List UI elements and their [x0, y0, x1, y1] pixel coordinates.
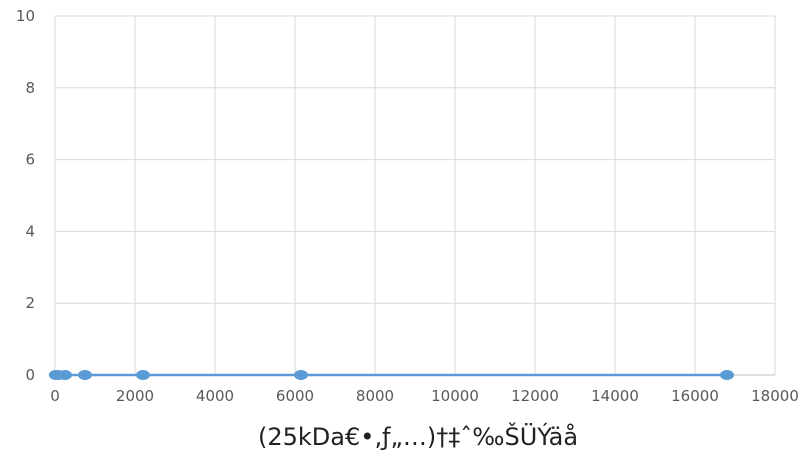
y-tick-label: 8 — [25, 79, 35, 97]
x-tick-label: 8000 — [356, 387, 394, 405]
y-tick-label: 10 — [16, 7, 35, 25]
x-tick-label: 16000 — [671, 387, 719, 405]
data-series — [48, 370, 734, 380]
x-tick-label: 12000 — [511, 387, 559, 405]
x-tick-label: 4000 — [196, 387, 234, 405]
y-tick-label: 6 — [25, 151, 35, 169]
y-tick-label: 2 — [25, 294, 35, 312]
data-point — [720, 370, 734, 380]
x-tick-label: 2000 — [116, 387, 154, 405]
y-tick-label: 4 — [25, 222, 35, 240]
gridlines — [55, 15, 776, 375]
y-tick-label: 0 — [25, 366, 35, 384]
y-axis-tick-labels: 0 2 4 6 8 10 — [16, 7, 35, 384]
x-tick-label: 14000 — [591, 387, 639, 405]
data-point — [78, 370, 92, 380]
x-tick-label: 6000 — [276, 387, 314, 405]
data-point — [136, 370, 150, 380]
x-tick-label: 18000 — [751, 387, 799, 405]
x-tick-label: 0 — [50, 387, 60, 405]
data-point — [58, 370, 72, 380]
x-axis-label: (25kDa€•‚ƒ„…)†‡ˆ‰ŠÜÝäå — [258, 421, 578, 451]
data-point — [294, 370, 308, 380]
axes — [54, 16, 775, 376]
x-tick-label: 10000 — [431, 387, 479, 405]
x-axis-tick-labels: 0 2000 4000 6000 8000 10000 12000 14000 16000 180… — [50, 387, 799, 405]
